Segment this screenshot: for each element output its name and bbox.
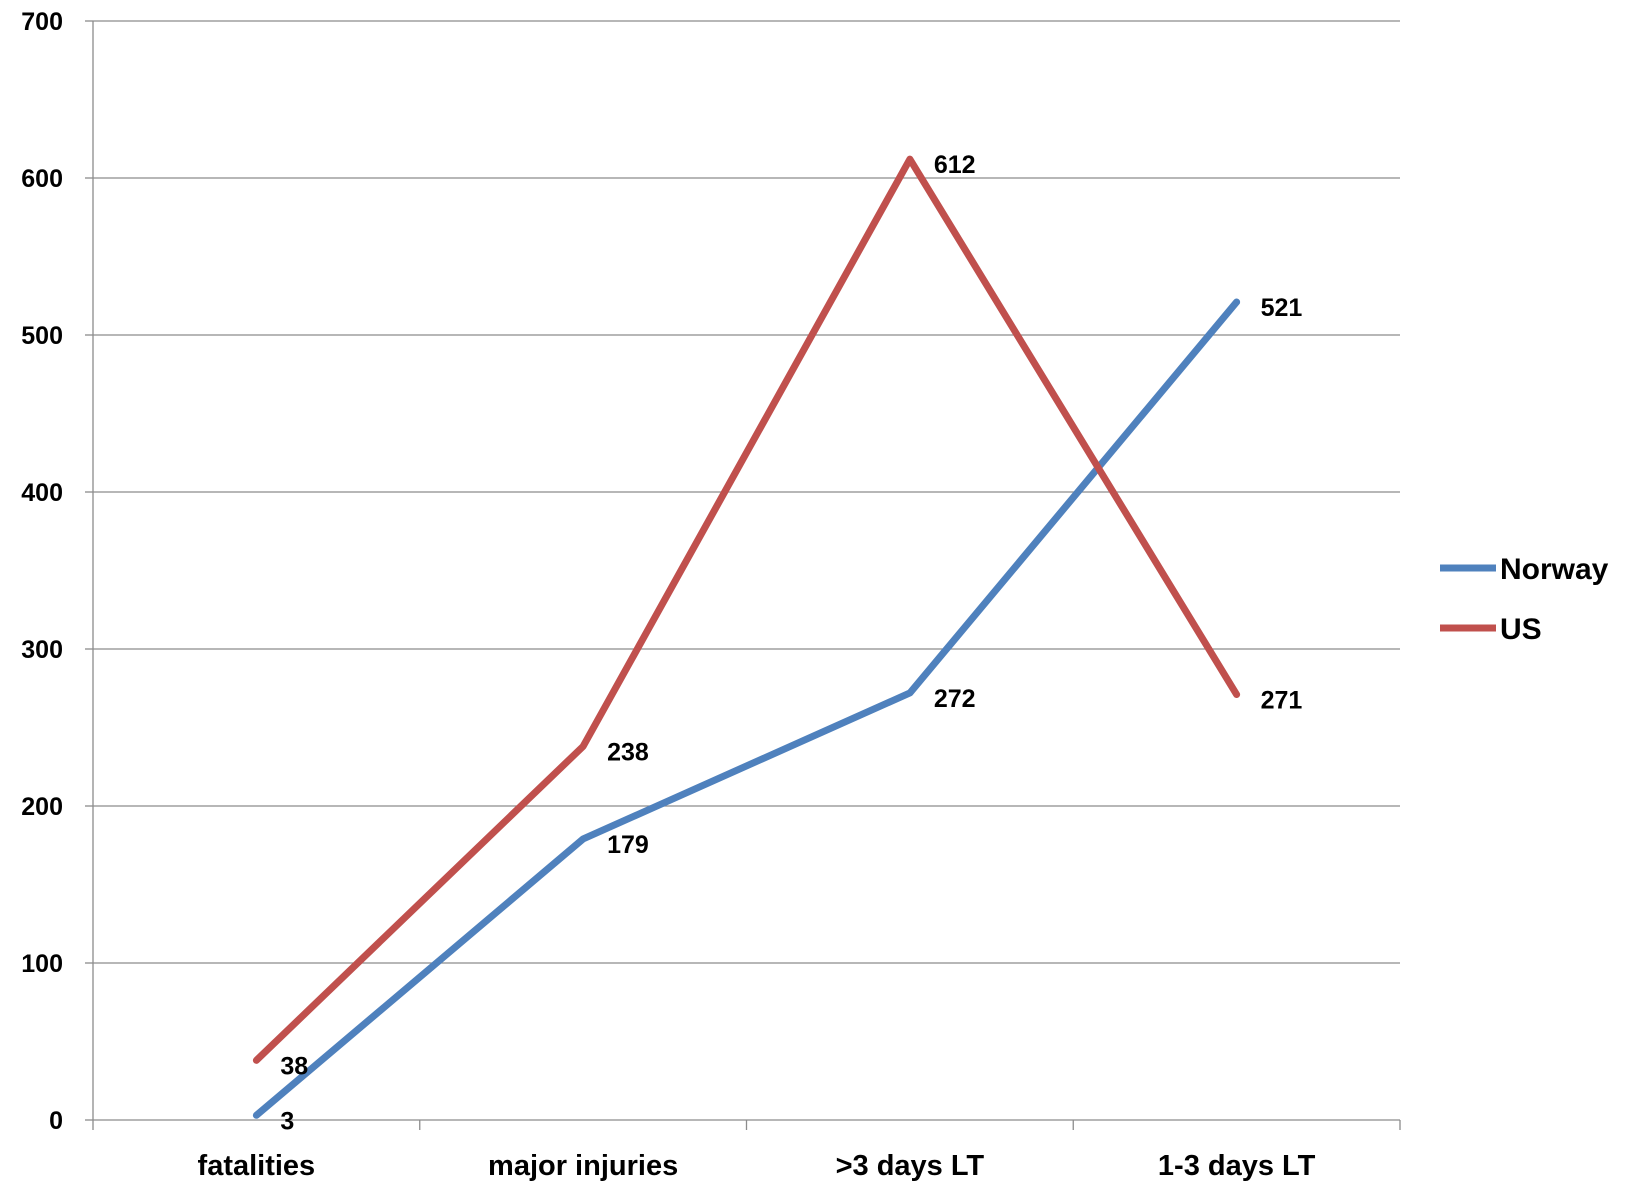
x-category-label: major injuries xyxy=(488,1150,678,1182)
data-point xyxy=(255,1114,257,1116)
data-point xyxy=(909,158,911,160)
axes: 0 100 200 300 400 500 600 700 fatalities major in… xyxy=(21,8,1401,1182)
data-label: 179 xyxy=(607,831,649,859)
series-line-us xyxy=(252,155,1241,1064)
data-point xyxy=(582,838,584,840)
legend: Norway US xyxy=(1440,553,1609,646)
data-label: 238 xyxy=(607,738,649,766)
data-point xyxy=(255,1059,257,1061)
gridlines xyxy=(93,20,1400,964)
data-label: 521 xyxy=(1261,294,1303,322)
y-tick-label: 500 xyxy=(21,322,63,350)
y-tick-label: 700 xyxy=(21,8,63,36)
series-line-norway xyxy=(252,298,1241,1119)
series-lines xyxy=(252,155,1241,1119)
y-tick-label: 100 xyxy=(21,950,63,978)
data-label: 3 xyxy=(280,1107,294,1135)
x-category-label: >3 days LT xyxy=(836,1150,985,1182)
y-tick-label: 400 xyxy=(21,479,63,507)
data-point xyxy=(1236,301,1238,303)
y-tick-label: 300 xyxy=(21,636,63,664)
legend-label: US xyxy=(1500,613,1542,646)
x-category-label: 1-3 days LT xyxy=(1158,1150,1316,1182)
data-label: 271 xyxy=(1261,687,1303,715)
data-label: 272 xyxy=(934,685,976,713)
data-label: 38 xyxy=(280,1052,308,1080)
x-category-label: fatalities xyxy=(198,1150,316,1182)
data-point xyxy=(909,692,911,694)
y-tick-label: 200 xyxy=(21,793,63,821)
y-tick-label: 0 xyxy=(49,1107,63,1135)
data-label: 612 xyxy=(934,151,976,179)
data-labels: 3 179 272 521 38 238 612 271 xyxy=(280,151,1302,1135)
y-tick-label: 600 xyxy=(21,165,63,193)
legend-label: Norway xyxy=(1500,553,1609,586)
data-point xyxy=(582,745,584,747)
data-point xyxy=(1236,694,1238,696)
